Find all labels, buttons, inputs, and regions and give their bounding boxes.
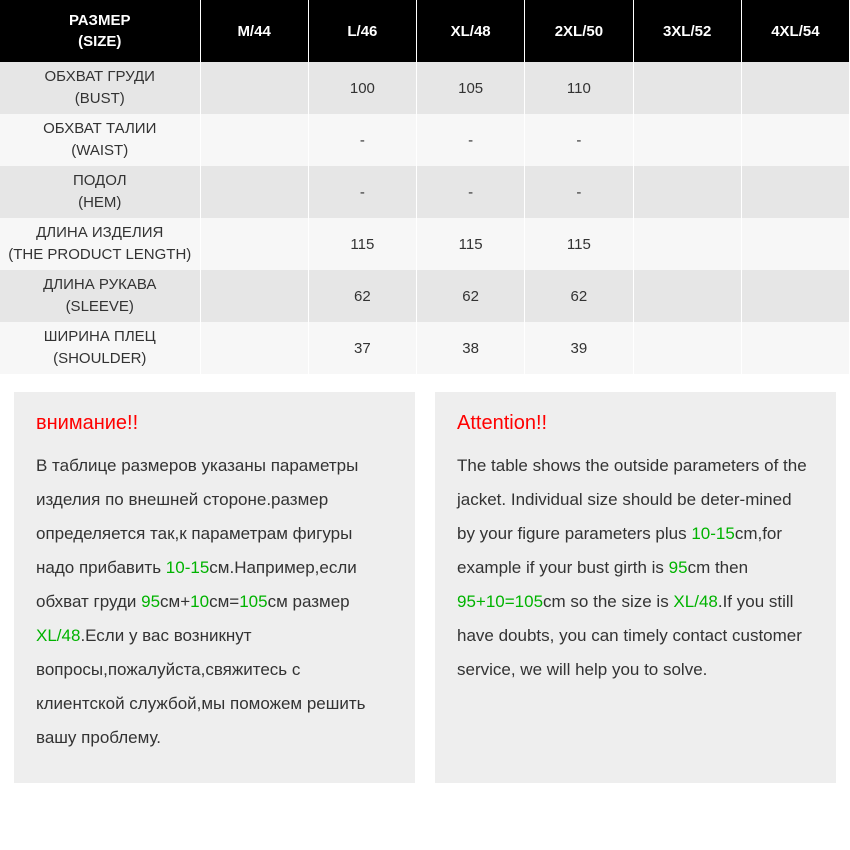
note-en: Attention!! The table shows the outside … [435, 392, 836, 783]
table-cell [741, 62, 849, 114]
table-cell: 115 [308, 218, 416, 270]
table-cell: 62 [525, 270, 633, 322]
row-label: ОБХВАТ ТАЛИИ(WAIST) [0, 114, 200, 166]
table-row: ДЛИНА ИЗДЕЛИЯ(THE PRODUCT LENGTH)1151151… [0, 218, 850, 270]
body-text: cm so the size is [543, 592, 673, 611]
table-cell [741, 114, 849, 166]
size-col-3: 2XL/50 [525, 0, 633, 62]
size-col-1: L/46 [308, 0, 416, 62]
size-table: РАЗМЕР (SIZE) M/44 L/46 XL/48 2XL/50 3XL… [0, 0, 850, 374]
notes-container: внимание!! В таблице размеров указаны па… [0, 374, 850, 823]
table-cell [741, 322, 849, 374]
table-cell: 115 [525, 218, 633, 270]
table-cell [633, 322, 741, 374]
table-cell [741, 166, 849, 218]
size-table-body: ОБХВАТ ГРУДИ(BUST)100105110ОБХВАТ ТАЛИИ(… [0, 62, 850, 374]
table-row: ОБХВАТ ГРУДИ(BUST) 100105110 [0, 62, 850, 114]
table-cell [200, 270, 308, 322]
row-label-ru: ОБХВАТ ТАЛИИ [0, 118, 200, 141]
size-table-header-row: РАЗМЕР (SIZE) M/44 L/46 XL/48 2XL/50 3XL… [0, 0, 850, 62]
row-label-ru: ОБХВАТ ГРУДИ [0, 66, 200, 89]
table-cell: - [308, 166, 416, 218]
highlight-text: 95 [669, 558, 688, 577]
highlight-text: XL/48 [36, 626, 80, 645]
row-label: ПОДОЛ(HEM) [0, 166, 200, 218]
row-label-en: (BUST) [0, 88, 200, 111]
table-cell [633, 62, 741, 114]
table-cell [633, 218, 741, 270]
table-cell: 38 [417, 322, 525, 374]
table-cell: - [417, 114, 525, 166]
table-cell: - [525, 166, 633, 218]
highlight-text: 10 [190, 592, 209, 611]
highlight-text: 10-15 [691, 524, 734, 543]
table-cell: - [525, 114, 633, 166]
highlight-text: 95 [141, 592, 160, 611]
note-ru-body: В таблице размеров указаны параметры изд… [36, 449, 393, 755]
header-label-ru: РАЗМЕР [4, 10, 196, 31]
table-cell [200, 166, 308, 218]
row-label-en: (SHOULDER) [0, 348, 200, 371]
table-cell [741, 270, 849, 322]
table-cell [741, 218, 849, 270]
row-label: ДЛИНА РУКАВА(SLEEVE) [0, 270, 200, 322]
table-cell [200, 114, 308, 166]
table-row: ШИРИНА ПЛЕЦ(SHOULDER) 373839 [0, 322, 850, 374]
table-cell: - [308, 114, 416, 166]
note-en-title: Attention!! [457, 412, 814, 435]
table-cell: 62 [308, 270, 416, 322]
table-cell: 100 [308, 62, 416, 114]
table-cell: 39 [525, 322, 633, 374]
row-label-ru: ПОДОЛ [0, 170, 200, 193]
table-row: ОБХВАТ ТАЛИИ(WAIST)--- [0, 114, 850, 166]
highlight-text: 10-15 [166, 558, 209, 577]
body-text: см размер [268, 592, 350, 611]
body-text: см+ [160, 592, 190, 611]
table-cell [633, 166, 741, 218]
size-col-4: 3XL/52 [633, 0, 741, 62]
table-cell: 62 [417, 270, 525, 322]
table-cell [633, 114, 741, 166]
table-cell: 115 [417, 218, 525, 270]
row-label-en: (WAIST) [0, 140, 200, 163]
size-col-2: XL/48 [417, 0, 525, 62]
table-cell [200, 62, 308, 114]
table-cell [633, 270, 741, 322]
header-label-en: (SIZE) [4, 31, 196, 52]
table-row: ДЛИНА РУКАВА(SLEEVE)626262 [0, 270, 850, 322]
note-ru-title: внимание!! [36, 412, 393, 435]
table-cell: 37 [308, 322, 416, 374]
row-label-en: (SLEEVE) [0, 296, 200, 319]
size-table-header-label: РАЗМЕР (SIZE) [0, 0, 200, 62]
row-label: ОБХВАТ ГРУДИ(BUST) [0, 62, 200, 114]
highlight-text: 105 [239, 592, 267, 611]
row-label: ДЛИНА ИЗДЕЛИЯ(THE PRODUCT LENGTH) [0, 218, 200, 270]
table-cell [200, 322, 308, 374]
row-label-en: (THE PRODUCT LENGTH) [0, 244, 200, 267]
highlight-text: 95+10=105 [457, 592, 543, 611]
body-text: cm then [688, 558, 748, 577]
row-label-en: (HEM) [0, 192, 200, 215]
row-label-ru: ДЛИНА ИЗДЕЛИЯ [0, 222, 200, 245]
body-text: см= [209, 592, 239, 611]
row-label: ШИРИНА ПЛЕЦ(SHOULDER) [0, 322, 200, 374]
table-cell: 105 [417, 62, 525, 114]
size-col-0: M/44 [200, 0, 308, 62]
table-cell [200, 218, 308, 270]
note-ru: внимание!! В таблице размеров указаны па… [14, 392, 415, 783]
note-en-body: The table shows the outside parameters o… [457, 449, 814, 687]
size-col-5: 4XL/54 [741, 0, 849, 62]
table-cell: 110 [525, 62, 633, 114]
row-label-ru: ДЛИНА РУКАВА [0, 274, 200, 297]
row-label-ru: ШИРИНА ПЛЕЦ [0, 326, 200, 349]
body-text: .Если у вас возникнут вопросы,пожалуйста… [36, 626, 366, 747]
highlight-text: XL/48 [673, 592, 717, 611]
table-row: ПОДОЛ(HEM)--- [0, 166, 850, 218]
table-cell: - [417, 166, 525, 218]
